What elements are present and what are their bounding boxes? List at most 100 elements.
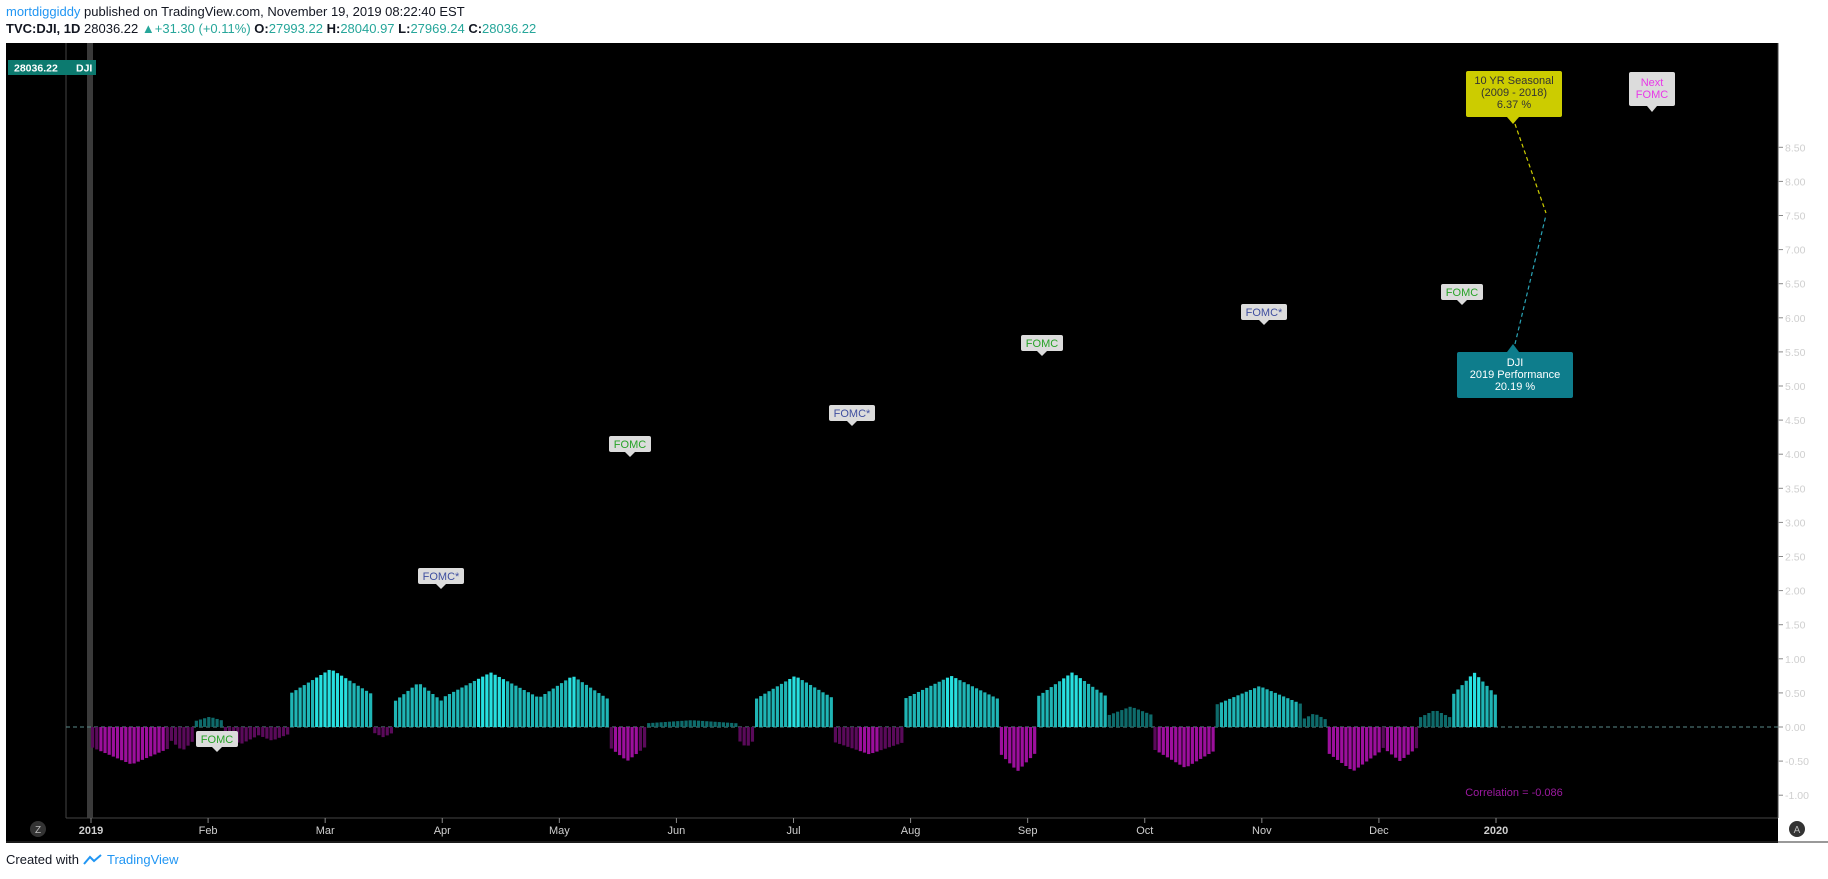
histogram-bar xyxy=(447,694,452,727)
histogram-bar xyxy=(937,681,941,727)
histogram-bar xyxy=(634,727,638,755)
right-tick-label: 1.00 xyxy=(1785,654,1806,666)
histogram-bar xyxy=(568,677,572,727)
histogram-bar xyxy=(605,698,609,727)
histogram-bar xyxy=(277,727,281,738)
histogram-bar xyxy=(1041,692,1045,727)
low-label: L: xyxy=(398,21,411,36)
histogram-bar xyxy=(91,727,95,748)
histogram-bar xyxy=(688,720,692,727)
histogram-bar xyxy=(925,687,929,727)
histogram-bar xyxy=(506,681,510,727)
histogram-bar xyxy=(95,727,99,750)
histogram-bar xyxy=(672,721,676,727)
tradingview-link[interactable]: TradingView xyxy=(106,852,179,867)
correlation-histogram xyxy=(91,669,1497,771)
histogram-bar xyxy=(248,727,252,740)
histogram-bar xyxy=(1049,687,1053,727)
histogram-bar xyxy=(555,685,559,727)
histogram-bar xyxy=(1095,689,1099,727)
histogram-bar xyxy=(344,678,348,727)
histogram-bar xyxy=(1493,694,1497,727)
histogram-bar xyxy=(348,680,352,727)
histogram-bar xyxy=(1315,714,1319,727)
timezone-button[interactable]: Z xyxy=(30,821,46,837)
histogram-bar xyxy=(1414,727,1419,749)
histogram-bar xyxy=(452,691,456,727)
histogram-bar xyxy=(1286,698,1290,727)
histogram-bar xyxy=(518,687,522,727)
histogram-bar xyxy=(750,727,755,742)
histogram-bar xyxy=(539,696,543,727)
histogram-bar xyxy=(530,694,535,727)
author-link[interactable]: mortdiggiddy xyxy=(6,4,81,19)
histogram-bar xyxy=(489,672,493,727)
histogram-bar xyxy=(696,720,701,727)
histogram-bar xyxy=(813,687,817,727)
histogram-bar xyxy=(871,727,875,754)
histogram-bar xyxy=(651,722,655,727)
histogram-bar xyxy=(169,727,174,741)
histogram-bar xyxy=(1136,709,1140,727)
histogram-bar xyxy=(647,723,651,727)
fomc-star-label: FOMC* xyxy=(418,568,464,589)
histogram-bar xyxy=(153,727,157,755)
right-tick-label: 2.50 xyxy=(1785,552,1806,564)
histogram-bar xyxy=(310,680,315,727)
symbol-label: TVC:DJI, 1D xyxy=(6,21,81,36)
histogram-bar xyxy=(315,677,319,727)
histogram-bar xyxy=(709,721,713,727)
histogram-bar xyxy=(1165,727,1170,758)
high-value: 28040.97 xyxy=(340,21,395,36)
svg-text:FOMC*: FOMC* xyxy=(423,571,460,583)
histogram-bar xyxy=(883,727,887,749)
x-tick-label: Feb xyxy=(199,825,218,837)
next-fomc-label: Next FOMC xyxy=(1629,72,1675,112)
histogram-bar xyxy=(257,727,261,736)
histogram-bar xyxy=(705,721,709,727)
right-tick-label: 4.00 xyxy=(1785,449,1806,461)
histogram-bar xyxy=(1402,727,1406,758)
histogram-bar xyxy=(103,727,107,754)
histogram-bar xyxy=(564,680,568,727)
histogram-bar xyxy=(659,722,663,727)
histogram-bar xyxy=(319,674,323,727)
low-value: 27969.24 xyxy=(410,21,465,36)
histogram-bar xyxy=(1178,727,1182,765)
auto-scale-button[interactable]: A xyxy=(1789,821,1805,837)
histogram-bar xyxy=(1319,716,1323,727)
right-tick-label: -0.50 xyxy=(1785,756,1809,768)
histogram-bar xyxy=(335,673,340,727)
histogram-bar xyxy=(1257,686,1261,727)
histogram-bar xyxy=(1365,727,1369,762)
histogram-bar xyxy=(99,727,103,752)
histogram-bar xyxy=(1336,727,1340,760)
x-tick-label: Mar xyxy=(316,825,335,837)
histogram-bar xyxy=(1311,714,1315,727)
histogram-bar xyxy=(1066,675,1070,727)
correlation-text: Correlation = -0.086 xyxy=(1465,787,1563,799)
histogram-bar xyxy=(136,727,140,762)
histogram-bar xyxy=(1128,706,1132,727)
histogram-bar xyxy=(472,680,476,727)
histogram-bar xyxy=(1377,727,1381,753)
histogram-bar xyxy=(1174,727,1178,763)
published-text: published on TradingView.com, November 1… xyxy=(80,4,465,19)
histogram-bar xyxy=(1240,693,1244,727)
histogram-bar xyxy=(389,727,393,734)
histogram-bar xyxy=(485,674,489,727)
performance-label-box: DJI 2019 Performance 20.19 % xyxy=(1457,344,1573,398)
histogram-bar xyxy=(385,727,389,736)
histogram-bar xyxy=(1145,712,1149,727)
histogram-bar xyxy=(1477,677,1481,727)
svg-text:FOMC: FOMC xyxy=(1446,287,1478,299)
x-tick-label: Aug xyxy=(901,825,921,837)
histogram-bar xyxy=(1298,703,1302,727)
chart-background[interactable] xyxy=(6,43,1778,843)
ohlc-line: TVC:DJI, 1D 28036.22 ▲+31.30 (+0.11%) O:… xyxy=(6,21,536,36)
histogram-bar xyxy=(402,694,406,727)
svg-text:10 YR Seasonal: 10 YR Seasonal xyxy=(1474,75,1553,87)
last-price: 28036.22 xyxy=(84,21,139,36)
histogram-bar xyxy=(178,727,182,749)
